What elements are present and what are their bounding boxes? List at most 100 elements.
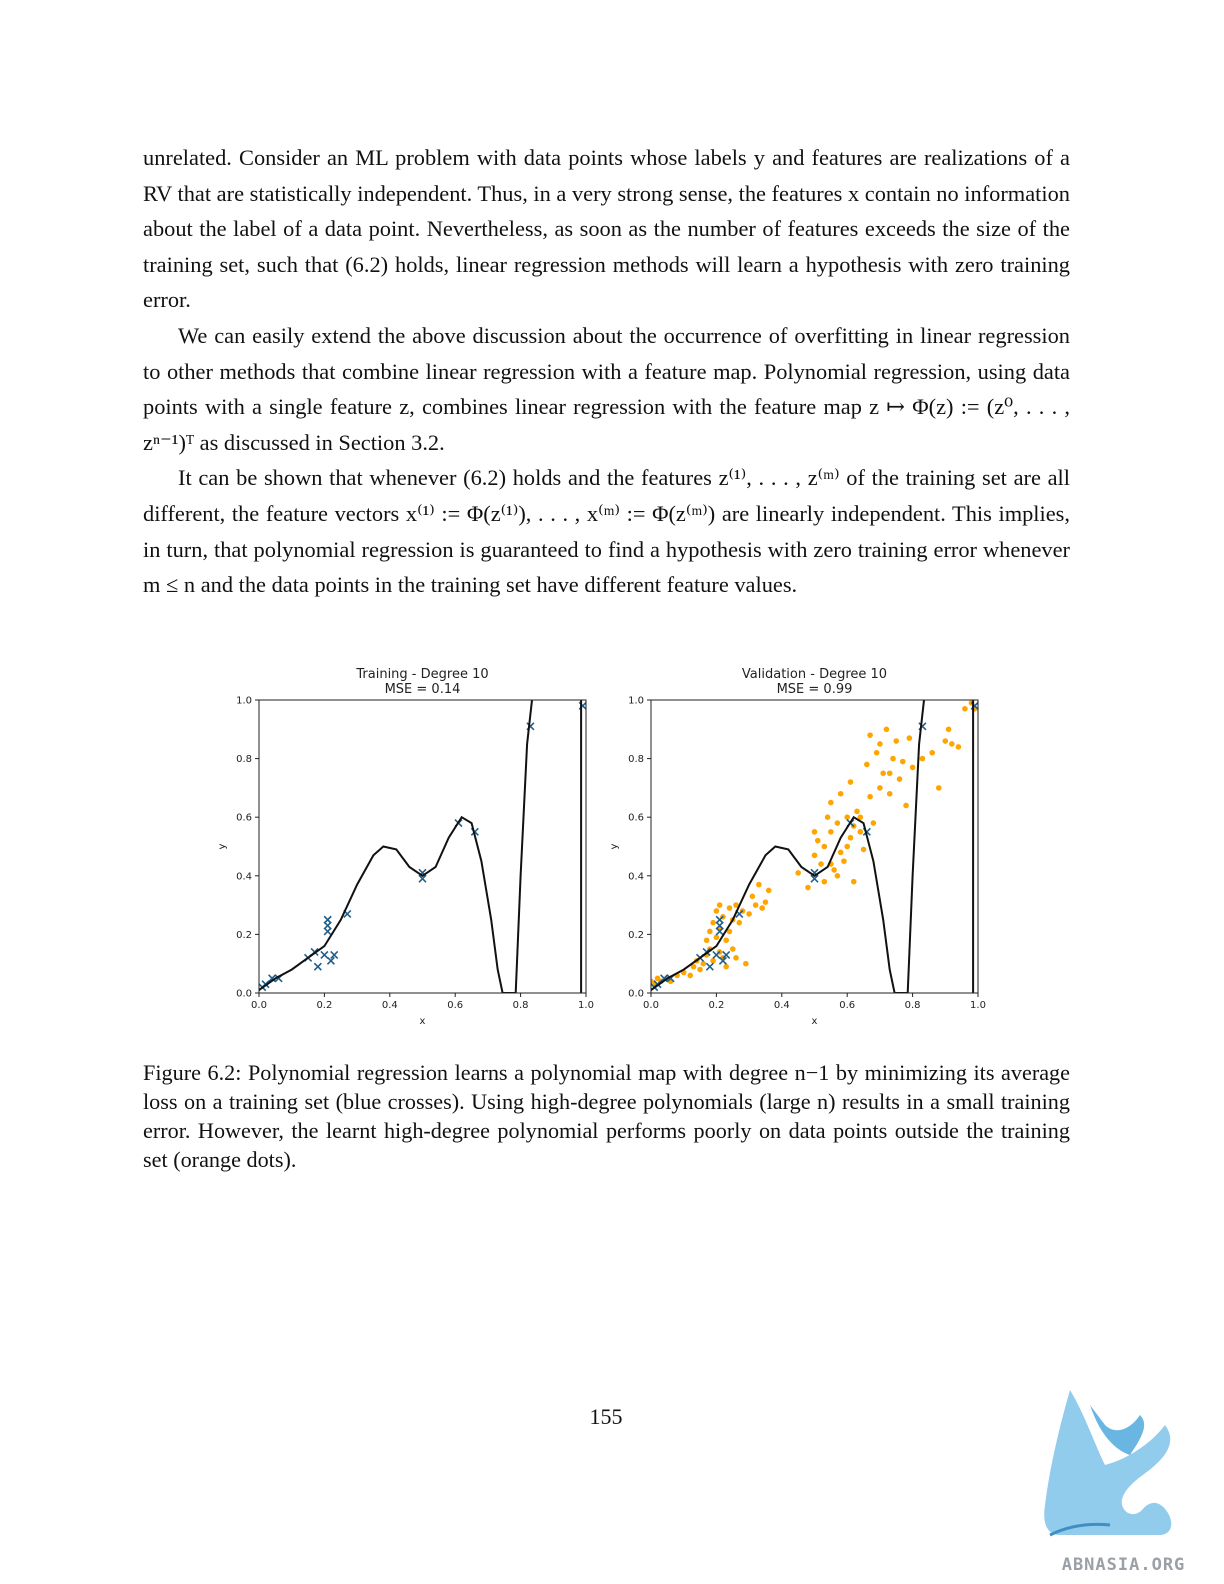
validation-point — [877, 785, 883, 791]
y-tick-label: 1.0 — [236, 696, 252, 707]
x-tick-label: 0.2 — [708, 1000, 724, 1011]
validation-point — [949, 741, 955, 747]
training-point — [323, 927, 332, 936]
y-tick-label: 0.8 — [628, 754, 644, 765]
validation-point — [713, 934, 720, 941]
training-point — [418, 874, 427, 883]
validation-point — [841, 858, 847, 864]
validation-point — [729, 946, 736, 952]
validation-point — [687, 972, 694, 979]
validation-point — [834, 873, 841, 879]
training-point — [323, 921, 332, 930]
paragraph-3: It can be shown that whenever (6.2) hold… — [143, 465, 1070, 598]
validation-point — [844, 814, 850, 820]
validation-point — [857, 814, 864, 820]
training-point — [320, 950, 329, 959]
y-tick-label: 1.0 — [628, 696, 644, 707]
x-tick-label: 0.4 — [382, 1000, 398, 1011]
training-point — [722, 950, 731, 959]
validation-point — [864, 761, 870, 768]
validation-point — [805, 884, 811, 891]
validation-point — [723, 963, 730, 970]
chart-title: Training - Degree 10 — [355, 667, 488, 682]
validation-point — [854, 808, 860, 815]
paragraph-1: unrelated. Consider an ML problem with d… — [143, 145, 1070, 313]
validation-point — [814, 837, 821, 844]
validation-point — [733, 902, 739, 908]
validation-point — [824, 814, 831, 820]
figure-caption: Figure 6.2: Polynomial regression learns… — [143, 1060, 1070, 1172]
training-point — [715, 921, 724, 930]
validation-point — [873, 749, 880, 756]
validation-point — [847, 779, 854, 785]
training-point — [718, 956, 728, 965]
validation-point — [811, 852, 818, 859]
x-tick-label: 0.6 — [839, 1000, 855, 1011]
validation-point — [713, 908, 720, 914]
validation-point — [942, 738, 949, 744]
validation-point — [896, 776, 903, 782]
training-point — [268, 974, 277, 983]
validation-point — [765, 887, 772, 894]
paragraph-2: We can easily extend the above discussio… — [143, 322, 1070, 455]
validation-point — [707, 928, 713, 935]
y-tick-label: 0.4 — [236, 871, 252, 882]
fitted-polynomial-curve — [651, 700, 925, 993]
validation-point — [870, 820, 877, 826]
validation-point — [919, 755, 926, 762]
validation-point — [818, 861, 824, 867]
validation-point — [828, 799, 834, 806]
y-tick-label: 0.2 — [236, 930, 252, 941]
validation-point — [756, 881, 762, 888]
x-tick-label: 0.0 — [251, 1000, 267, 1011]
x-axis-label: x — [420, 1016, 426, 1027]
y-axis-label: y — [609, 843, 620, 849]
validation-point — [749, 893, 756, 900]
validation-point — [844, 843, 850, 850]
y-tick-label: 0.0 — [236, 989, 252, 1000]
validation-point — [710, 957, 716, 964]
validation-point — [743, 960, 749, 967]
training-point — [660, 974, 669, 983]
training-point — [330, 950, 339, 959]
page-number: 155 — [589, 1404, 623, 1429]
validation-point — [850, 878, 857, 885]
body-text: unrelated. Consider an ML problem with d… — [143, 140, 1070, 603]
validation-point — [847, 834, 854, 841]
validation-point — [909, 764, 916, 771]
validation-point — [945, 726, 952, 733]
training-point — [715, 927, 724, 936]
validation-point — [867, 793, 873, 800]
validation-point — [860, 846, 867, 853]
validation-point — [837, 790, 844, 797]
validation-point — [890, 755, 896, 762]
validation-point — [834, 820, 841, 826]
validation-point — [703, 937, 710, 944]
validation-point — [736, 919, 743, 926]
validation-point — [935, 785, 942, 791]
validation-point — [710, 919, 716, 926]
y-tick-label: 0.0 — [628, 989, 644, 1000]
validation-point — [867, 732, 873, 738]
validation-point — [955, 744, 962, 750]
fitted-polynomial-curve — [259, 700, 533, 993]
x-tick-label: 0.4 — [774, 1000, 790, 1011]
validation-point — [893, 738, 900, 744]
axes-frame — [258, 699, 587, 994]
validation-point — [857, 829, 864, 835]
x-tick-label: 1.0 — [970, 1000, 986, 1011]
logo-text: ABNASIA.ORG — [1061, 1555, 1186, 1575]
training-point — [323, 915, 332, 924]
plot-area — [651, 700, 978, 993]
x-tick-label: 0.0 — [643, 1000, 659, 1011]
validation-point — [690, 963, 697, 970]
y-tick-label: 0.6 — [628, 813, 644, 824]
x-axis-label: x — [812, 1016, 818, 1027]
validation-point — [821, 878, 828, 885]
validation-point — [886, 790, 893, 797]
validation-point — [929, 749, 936, 756]
y-tick-label: 0.2 — [628, 930, 644, 941]
